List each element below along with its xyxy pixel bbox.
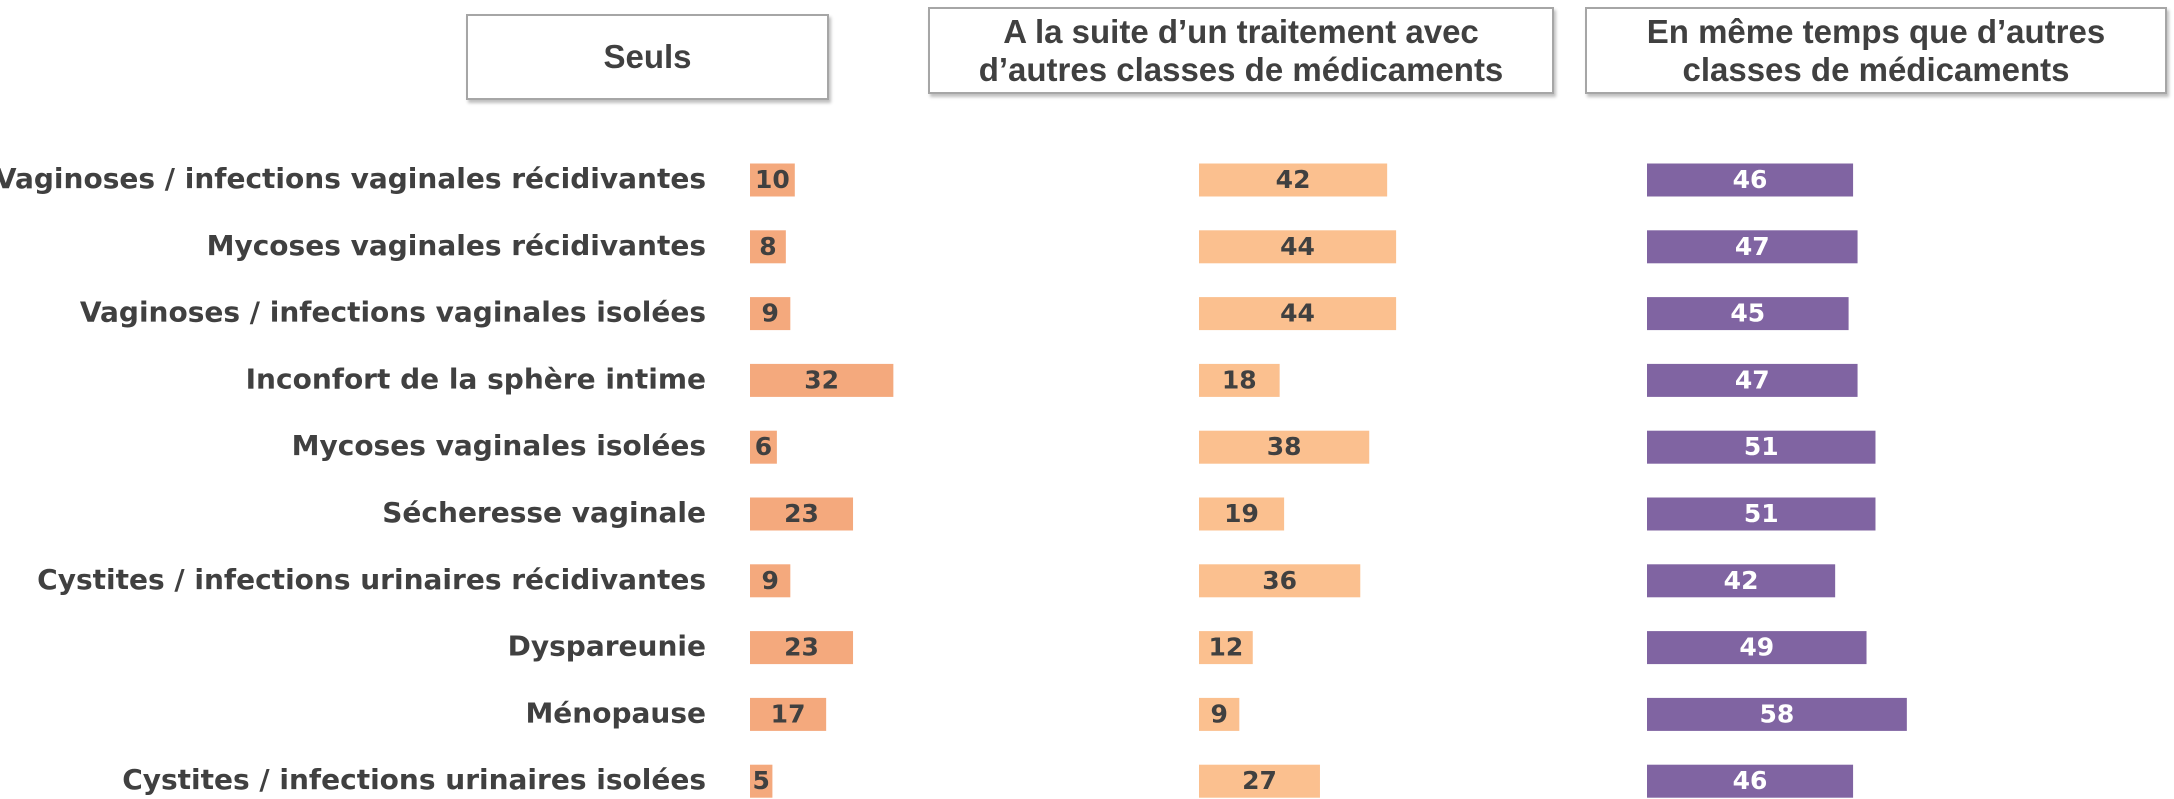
bar [1647, 230, 1858, 264]
value-label: 51 [1744, 432, 1779, 461]
value-label: 9 [761, 299, 778, 328]
bar [750, 497, 854, 531]
bar [1647, 697, 1907, 731]
value-label: 38 [1267, 432, 1302, 461]
value-label: 9 [1210, 699, 1227, 728]
value-label: 42 [1724, 566, 1759, 595]
value-label: 9 [761, 566, 778, 595]
value-label: 46 [1733, 165, 1768, 194]
value-label: 47 [1735, 365, 1770, 394]
bar [750, 764, 773, 798]
bar [750, 631, 854, 665]
value-label: 23 [784, 633, 819, 662]
bar [750, 430, 777, 464]
value-label: 45 [1730, 299, 1765, 328]
bar [1647, 363, 1858, 397]
value-label: 58 [1760, 699, 1795, 728]
bar [1647, 764, 1854, 798]
category-label: Sécheresse vaginale [382, 496, 706, 529]
bar [1647, 497, 1876, 531]
value-label: 12 [1208, 633, 1243, 662]
bar [1199, 631, 1253, 665]
bar [1647, 631, 1867, 665]
value-label: 51 [1744, 499, 1779, 528]
value-label: 44 [1280, 232, 1315, 261]
bar [750, 163, 795, 197]
value-label: 46 [1733, 766, 1768, 795]
panel-header: A la suite d’un traitement avec d’autres… [928, 7, 1554, 94]
value-label: 27 [1242, 766, 1277, 795]
value-label: 42 [1276, 165, 1311, 194]
bar [1199, 764, 1320, 798]
category-label: Vaginoses / infections vaginales récidiv… [0, 162, 706, 195]
value-label: 36 [1262, 566, 1297, 595]
panel-header: Seuls [466, 14, 829, 100]
bar [1199, 697, 1240, 731]
value-label: 32 [804, 365, 839, 394]
value-label: 17 [771, 699, 806, 728]
category-label: Dyspareunie [508, 630, 706, 663]
value-label: 6 [755, 432, 772, 461]
value-label: 19 [1224, 499, 1259, 528]
value-label: 23 [784, 499, 819, 528]
bar [1647, 564, 1836, 598]
value-label: 5 [752, 766, 769, 795]
bar [1647, 297, 1849, 331]
bar [1199, 297, 1397, 331]
bar [1199, 497, 1285, 531]
value-label: 44 [1280, 299, 1315, 328]
value-label: 18 [1222, 365, 1257, 394]
bar [1199, 163, 1388, 197]
bar [1199, 363, 1280, 397]
panel-header: En même temps que d’autres classes de mé… [1585, 7, 2167, 94]
value-label: 49 [1739, 633, 1774, 662]
bar [1647, 430, 1876, 464]
value-label: 10 [755, 165, 790, 194]
category-label: Cystites / infections urinaires récidiva… [37, 563, 706, 596]
category-label: Ménopause [525, 696, 706, 729]
bar [750, 230, 786, 264]
bar [750, 697, 827, 731]
bar [750, 363, 894, 397]
bar [1199, 430, 1370, 464]
category-label: Inconfort de la sphère intime [246, 362, 706, 395]
value-label: 47 [1735, 232, 1770, 261]
bar [1199, 230, 1397, 264]
bar [750, 297, 791, 331]
value-label: 8 [759, 232, 776, 261]
bar [1199, 564, 1361, 598]
category-label: Mycoses vaginales récidivantes [207, 229, 706, 262]
category-label: Cystites / infections urinaires isolées [122, 763, 706, 796]
bar [1647, 163, 1854, 197]
category-label: Mycoses vaginales isolées [292, 429, 706, 462]
bar [750, 564, 791, 598]
category-label: Vaginoses / infections vaginales isolées [80, 296, 706, 329]
